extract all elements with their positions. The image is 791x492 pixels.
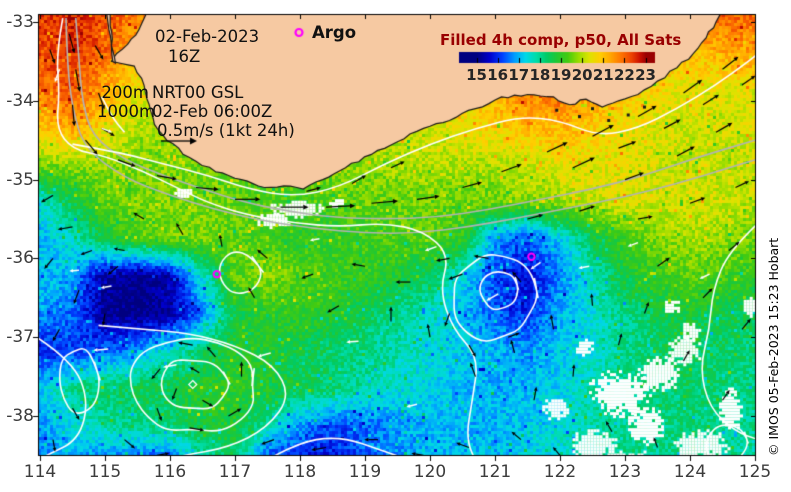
y-tick-label: -35 bbox=[6, 169, 34, 190]
x-tick-label: 119 bbox=[348, 462, 382, 482]
gsl-source-label: NRT00 GSL bbox=[152, 83, 244, 102]
x-tick-label: 125 bbox=[738, 462, 772, 482]
x-tick-label: 124 bbox=[673, 462, 707, 482]
colorbar-tick-label: 23 bbox=[635, 66, 656, 84]
x-tick-label: 117 bbox=[218, 462, 252, 482]
x-tick-label: 123 bbox=[608, 462, 642, 482]
colorbar-tick-label: 21 bbox=[592, 66, 614, 84]
composite-hour-label: 16Z bbox=[168, 47, 201, 66]
x-tick-label: 121 bbox=[478, 462, 512, 482]
colorbar-tick-label: 18 bbox=[529, 66, 551, 84]
vector-scale-label: 0.5m/s (1kt 24h) bbox=[157, 121, 295, 140]
colorbar-tick-label: 16 bbox=[487, 66, 509, 84]
isobath-200m-label: 200m bbox=[101, 83, 149, 102]
colorbar-title: Filled 4h comp, p50, All Sats bbox=[440, 31, 682, 49]
x-tick-label: 120 bbox=[413, 462, 447, 482]
x-tick-label: 122 bbox=[543, 462, 577, 482]
copyright-label: © IMOS 05-Feb-2023 15:23 Hobart bbox=[766, 237, 781, 456]
y-tick-label: -34 bbox=[6, 90, 34, 111]
colorbar-tick-label: 20 bbox=[571, 66, 593, 84]
y-tick-label: -37 bbox=[6, 327, 34, 348]
y-tick-label: -36 bbox=[6, 248, 34, 269]
colorbar-tick-label: 22 bbox=[613, 66, 635, 84]
x-tick-label: 114 bbox=[23, 462, 57, 482]
x-tick-label: 115 bbox=[88, 462, 122, 482]
colorbar-tick-label: 19 bbox=[550, 66, 572, 84]
y-tick-label: -33 bbox=[6, 12, 34, 32]
y-tick-label: -38 bbox=[6, 406, 34, 426]
gsl-time-label: 02-Feb 06:00Z bbox=[152, 102, 273, 121]
colorbar-tick-label: 15 bbox=[466, 66, 487, 84]
isobath-1000m-label: 1000m bbox=[97, 102, 156, 121]
x-tick-label: 118 bbox=[283, 462, 317, 482]
argo-legend-label: Argo bbox=[312, 23, 357, 42]
composite-date-label: 02-Feb-2023 bbox=[155, 27, 260, 46]
colorbar-tick-label: 17 bbox=[508, 66, 530, 84]
x-tick-label: 116 bbox=[153, 462, 187, 482]
